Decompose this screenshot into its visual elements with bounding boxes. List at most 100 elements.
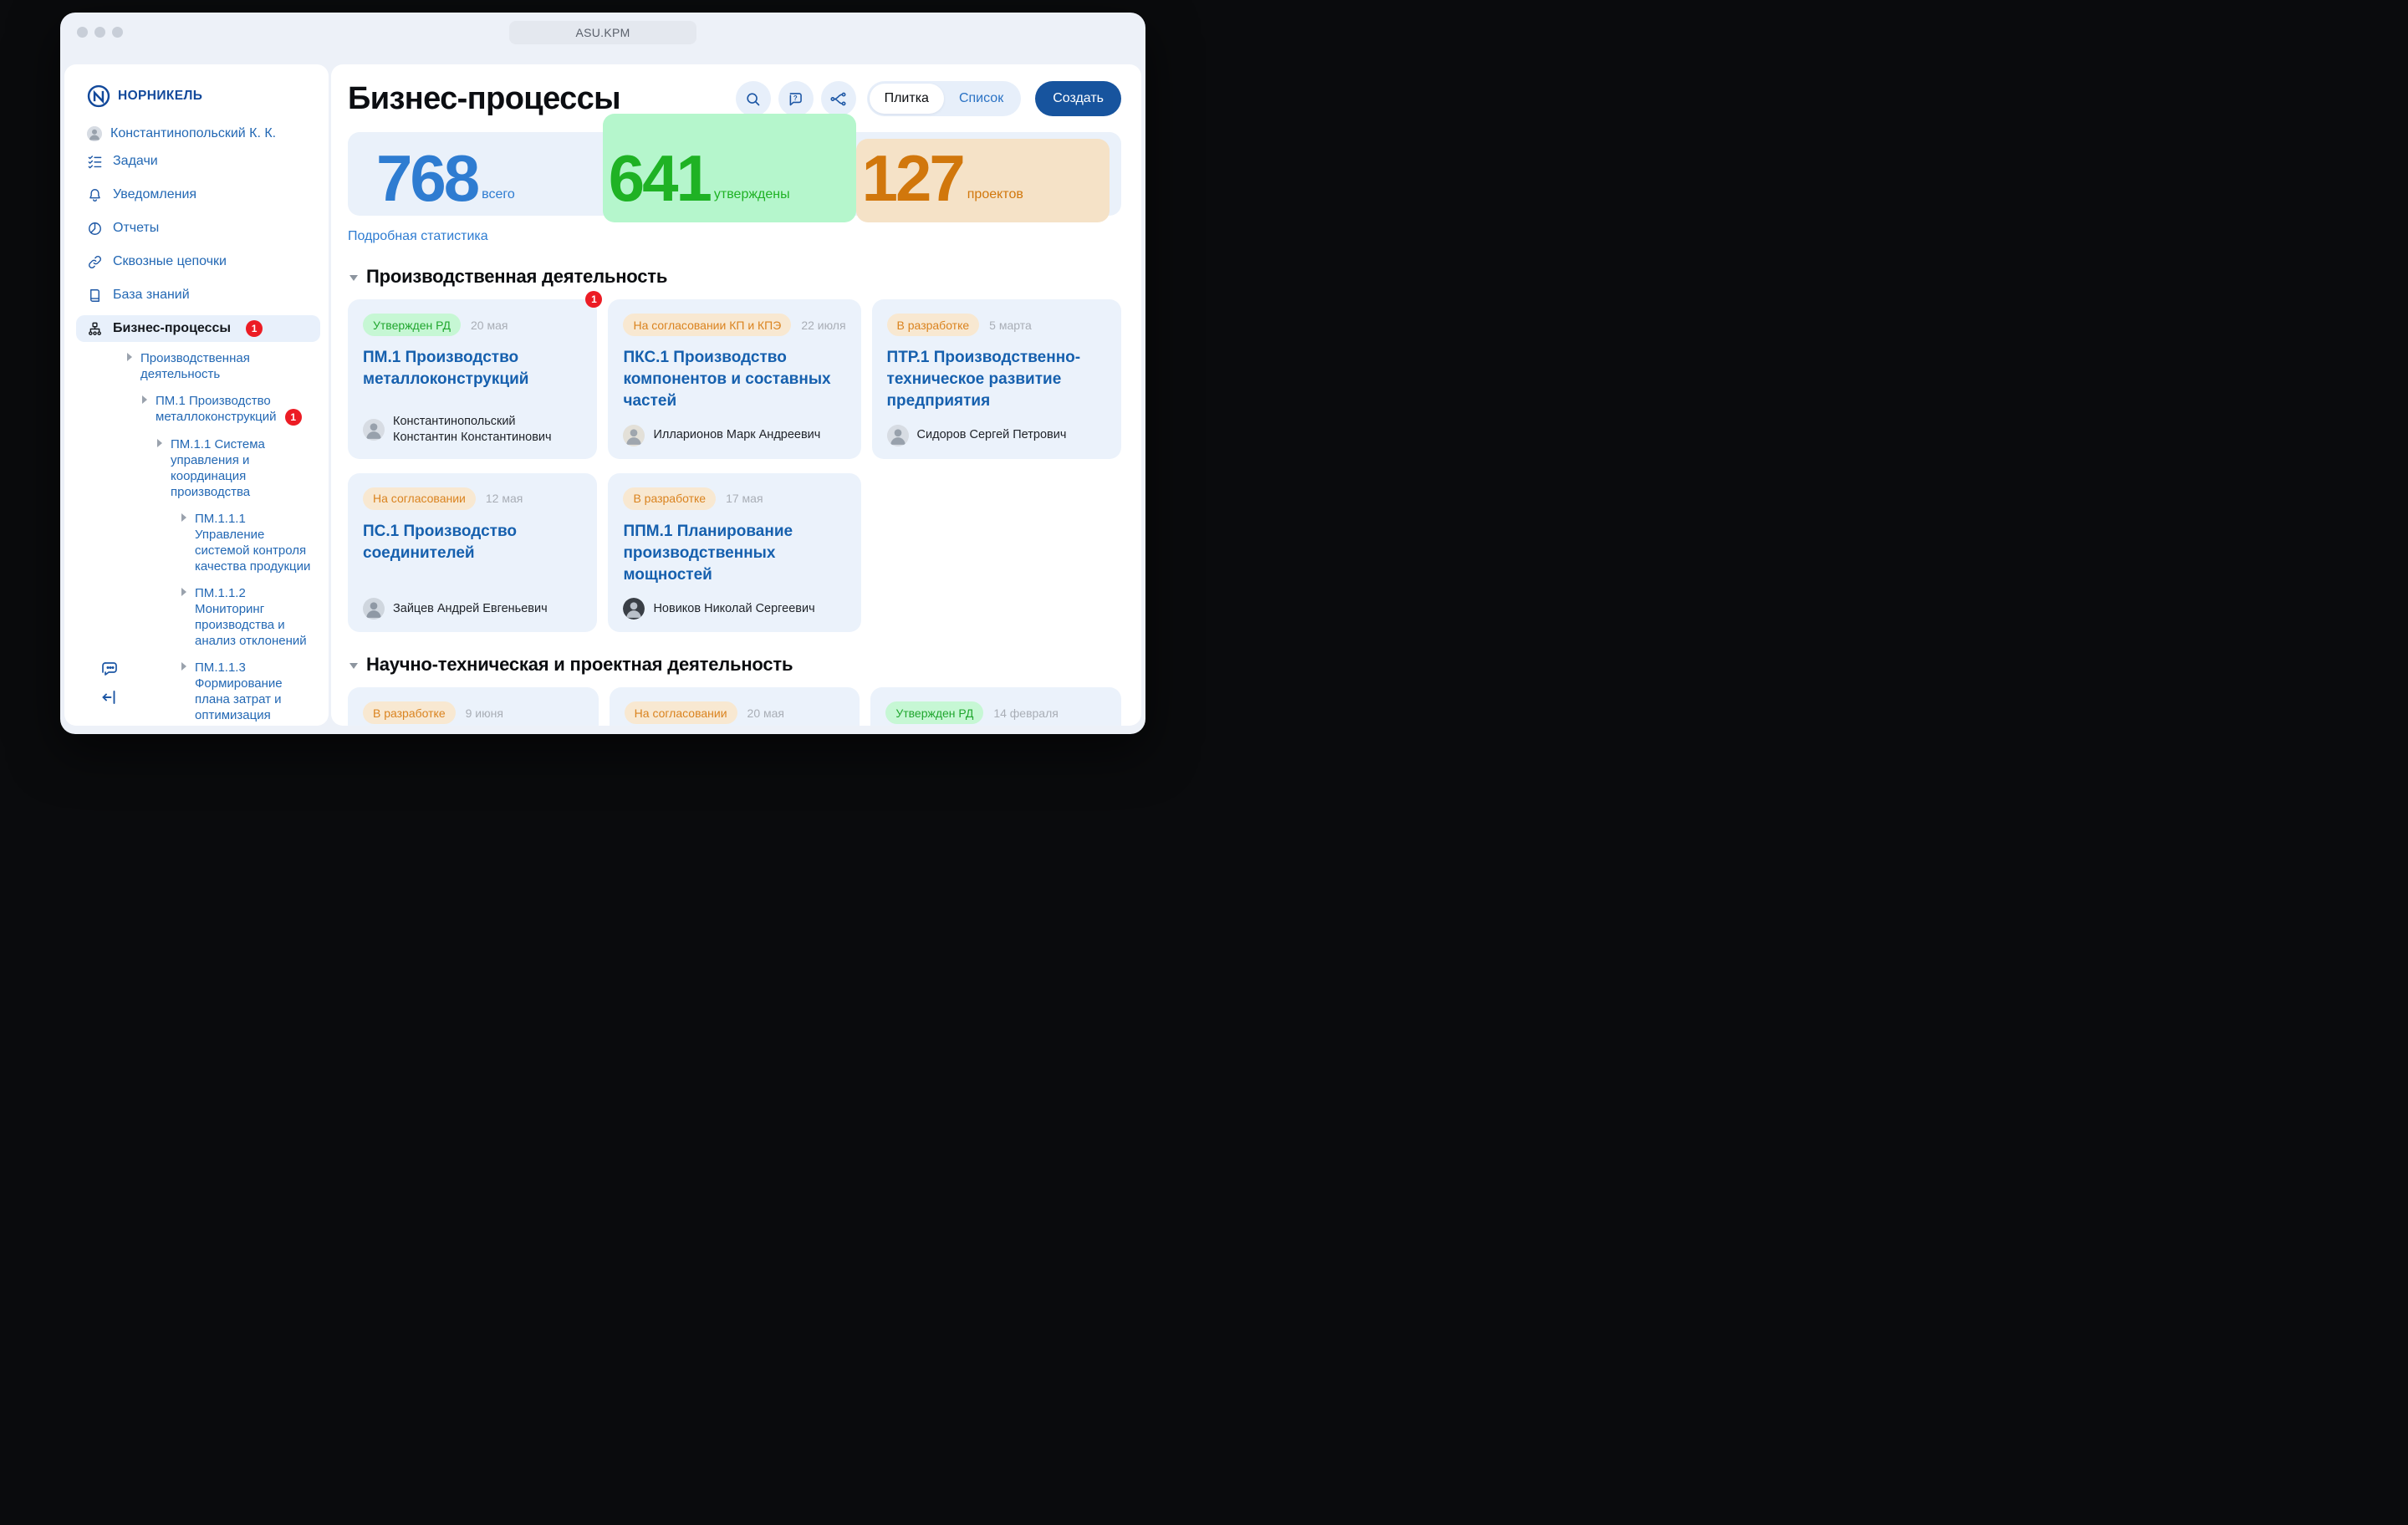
tree-item[interactable]: ПМ.1.1.2 Мониторинг производства и анали… [86, 585, 317, 649]
status-badge: На согласовании [624, 701, 737, 725]
section-collapse-icon [349, 663, 358, 670]
stat-total-label: всего [482, 187, 515, 201]
user-menu[interactable]: Константинопольский К. К. [87, 126, 317, 141]
tree-arrow-icon[interactable] [157, 439, 162, 448]
owner-name: Зайцев Андрей Евгеньевич [393, 601, 548, 615]
notification-badge: 1 [246, 320, 263, 337]
sidebar-item-chains[interactable]: Сквозные цепочки [86, 248, 317, 275]
stat-projects: 127 проектов [855, 139, 1110, 222]
card-date: 12 мая [485, 492, 523, 506]
search-button[interactable] [735, 81, 771, 116]
process-card[interactable]: В разработке 5 марта ПТР.1 Производствен… [871, 299, 1121, 459]
sidebar-item-notifications[interactable]: Уведомления [86, 181, 317, 208]
flow-view-button[interactable] [820, 81, 856, 116]
card-date: 20 мая [747, 706, 784, 720]
sidebar-item-knowledge-base[interactable]: База знаний [86, 282, 317, 309]
sidebar-item-tasks[interactable]: Задачи [86, 148, 317, 175]
owner-avatar [623, 424, 645, 446]
stat-projects-value: 127 [861, 141, 966, 216]
title-bar: ASU.KPM [60, 13, 1145, 52]
process-card[interactable]: На согласовании КП и КПЭ 22 июля ПКС.1 П… [608, 299, 861, 459]
section-header-production[interactable]: Производственная деятельность [348, 266, 1121, 288]
card-title: ПС.1 Производство соединителей [363, 522, 517, 562]
chat-icon[interactable] [99, 659, 120, 679]
notification-badge: 1 [284, 409, 302, 426]
nornickel-logo-icon [87, 84, 110, 108]
process-card[interactable]: Утвержден РД 14 февраля НТД.1 Научно-тех… [870, 687, 1121, 726]
sidebar: НОРНИКЕЛЬ Константинопольский К. К. Зада… [64, 64, 329, 726]
owner-name: Сидоров Сергей Петрович [916, 427, 1067, 441]
status-badge: На согласовании [363, 487, 476, 510]
sidebar-item-label: Сквозные цепочки [113, 254, 227, 268]
view-list-option[interactable]: Список [958, 91, 1004, 105]
window-minimize-button[interactable] [94, 27, 105, 38]
cards-grid: 1 Утвержден РД 20 мая ПМ.1 Производство … [348, 291, 1121, 633]
checklist-icon [87, 154, 103, 170]
window-close-button[interactable] [77, 27, 88, 38]
brand-name: НОРНИКЕЛЬ [118, 89, 203, 103]
stat-total: 768 всего [376, 145, 515, 211]
tree-arrow-icon[interactable] [181, 662, 186, 671]
sitemap-icon [87, 321, 103, 337]
tree-item-label: ПМ.1.1.3 Формирование плана затрат и опт… [195, 660, 283, 726]
card-title: ППМ.1 Планирование производственных мощн… [623, 522, 793, 584]
tree-item[interactable]: ПМ.1 Производство металлоконструкций 1 [86, 393, 317, 426]
status-badge: Утвержден РД [885, 701, 984, 725]
process-card[interactable]: 1 Утвержден РД 20 мая ПМ.1 Производство … [348, 291, 603, 459]
sidebar-item-label: Задачи [113, 154, 158, 168]
tree-item[interactable]: ПМ.1.1.3 Формирование плана затрат и опт… [86, 660, 317, 726]
link-icon [87, 254, 103, 270]
page-title: Бизнес-процессы [348, 80, 621, 116]
detailed-statistics-link[interactable]: Подробная статистика [348, 229, 488, 243]
window-zoom-button[interactable] [112, 27, 123, 38]
tree-arrow-icon[interactable] [181, 513, 186, 523]
view-tile-option[interactable]: Плитка [869, 84, 944, 114]
card-date: 22 июля [801, 318, 846, 332]
process-card[interactable]: В разработке 9 июня ИПП.1 Инвестиционные… [348, 687, 599, 726]
stat-approved: 641 утверждены [602, 114, 856, 222]
brand-logo: НОРНИКЕЛЬ [87, 84, 317, 108]
collapse-sidebar-icon[interactable] [99, 687, 120, 707]
tree-item[interactable]: ПМ.1.1.1 Управление системой контроля ка… [86, 511, 317, 574]
tree-arrow-icon[interactable] [142, 395, 147, 404]
user-avatar [87, 126, 102, 141]
section-title: Научно-техническая и проектная деятельно… [366, 654, 793, 676]
sidebar-nav: Задачи Уведомления Отчеты [76, 148, 320, 342]
tree-item-label: ПМ.1.1.1 Управление системой контроля ка… [195, 512, 311, 574]
book-icon [87, 288, 103, 303]
process-card[interactable]: На согласовании 20 мая НМП.1 Научные мер… [609, 687, 860, 726]
status-badge: Утвержден РД [363, 314, 461, 336]
sidebar-item-reports[interactable]: Отчеты [86, 215, 317, 242]
card-date: 5 марта [989, 318, 1032, 332]
status-badge: В разработке [886, 314, 980, 336]
window-controls [77, 27, 123, 38]
sidebar-item-business-processes[interactable]: Бизнес-процессы 1 [76, 315, 320, 342]
section-title: Производственная деятельность [366, 266, 668, 287]
view-toggle: Плитка Список [866, 81, 1022, 116]
tree-item-label: ПМ.1.1 Система управления и координация … [171, 437, 265, 500]
process-card[interactable]: На согласовании 12 мая ПС.1 Производство… [348, 472, 598, 633]
cards-grid: В разработке 9 июня ИПП.1 Инвестиционные… [348, 687, 1121, 726]
section-header-science[interactable]: Научно-техническая и проектная деятельно… [348, 654, 1121, 676]
tree-item[interactable]: ПМ.1.1 Система управления и координация … [86, 436, 317, 500]
stat-approved-label: утверждены [713, 187, 790, 201]
bell-icon [87, 187, 103, 203]
tree-item[interactable]: Производственная деятельность [86, 350, 317, 382]
window-title: ASU.KPM [509, 21, 696, 44]
sidebar-item-label: Отчеты [113, 221, 160, 235]
owner-avatar [363, 419, 385, 441]
tree-arrow-icon[interactable] [181, 588, 186, 597]
notification-badge: 1 [585, 291, 603, 308]
create-button[interactable]: Создать [1035, 81, 1121, 116]
process-card[interactable]: В разработке 17 мая ППМ.1 Планирование п… [608, 472, 861, 633]
sidebar-item-label: Бизнес-процессы [113, 321, 232, 335]
status-badge: В разработке [623, 487, 717, 510]
pie-chart-icon [87, 221, 103, 237]
help-button[interactable]: ? [778, 81, 814, 116]
tree-arrow-icon[interactable] [127, 353, 132, 361]
flow-branch-icon [829, 90, 847, 108]
user-name: Константинопольский К. К. [110, 126, 277, 140]
sidebar-item-label: Уведомления [113, 187, 197, 201]
owner-avatar [623, 598, 645, 620]
stat-projects-highlight [855, 139, 1110, 222]
